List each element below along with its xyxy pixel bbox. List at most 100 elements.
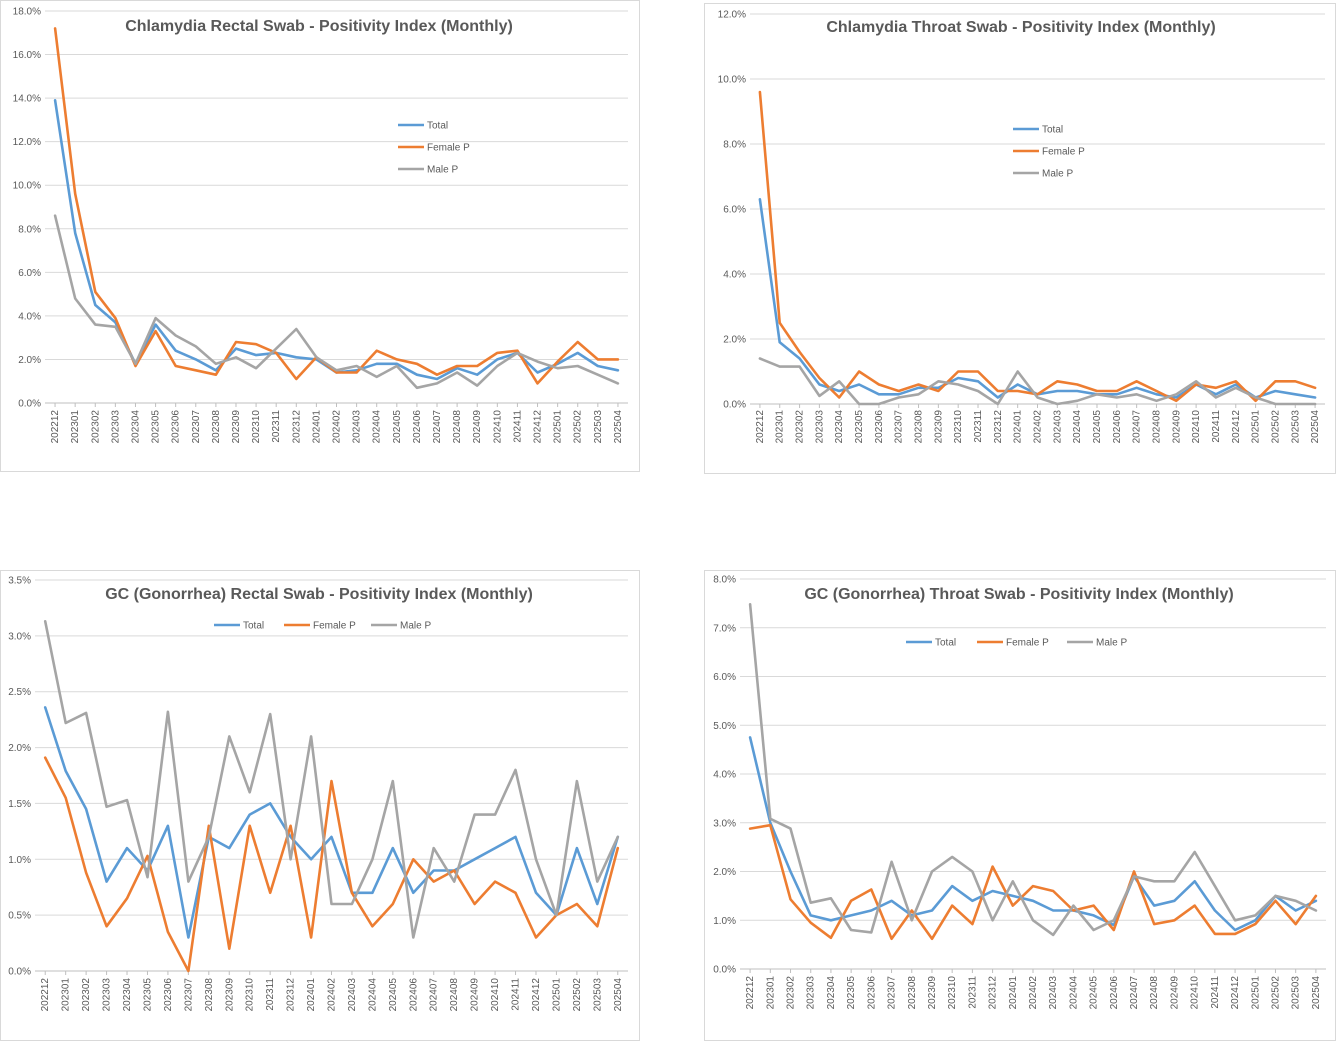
- x-tick-label: 202304: [834, 410, 845, 444]
- x-tick-label: 202212: [50, 410, 61, 444]
- legend-label: Female P: [427, 143, 470, 154]
- x-tick-label: 202306: [866, 976, 877, 1010]
- series-line-female: [748, 823, 1318, 941]
- x-tick-label: 202303: [814, 410, 825, 444]
- series-line-total: [43, 706, 620, 939]
- x-tick-label: 202303: [102, 978, 113, 1012]
- x-tick-label: 202412: [533, 410, 544, 444]
- x-tick-label: 202401: [306, 978, 317, 1012]
- x-tick-label: 202408: [1151, 410, 1162, 444]
- x-tick-label: 202305: [142, 978, 153, 1012]
- y-tick-label: 8.0%: [723, 140, 746, 151]
- x-tick-label: 202305: [151, 410, 162, 444]
- x-tick-label: 202409: [472, 410, 483, 444]
- chart-svg: 0.0% 0.5% 1.0% 1.5% 2.0% 2.5% 3.0% 3.5% 202212 20…: [8, 576, 628, 1012]
- x-tick-label: 202307: [887, 976, 898, 1010]
- y-tick-label: 1.0%: [8, 855, 31, 866]
- x-tick-label: 202312: [988, 976, 999, 1010]
- y-tick-label: 2.0%: [723, 335, 746, 346]
- series-line-female: [43, 756, 620, 973]
- x-tick-label: 202311: [271, 410, 282, 443]
- chart-title: Chlamydia Rectal Swab - Positivity Index…: [125, 18, 513, 35]
- x-tick-label: 202309: [231, 410, 242, 444]
- x-tick-label: 202303: [806, 976, 817, 1010]
- y-tick-label: 10.0%: [718, 75, 746, 86]
- x-tick-label: 202307: [894, 410, 905, 444]
- y-tick-label: 2.0%: [18, 355, 41, 366]
- y-tick-label: 4.0%: [713, 770, 736, 781]
- y-tick-label: 14.0%: [13, 94, 41, 105]
- x-tick-label: 202502: [1270, 976, 1281, 1010]
- series-line-male: [748, 602, 1318, 937]
- x-tick-label: 202305: [846, 976, 857, 1010]
- x-tick-label: 202305: [854, 410, 865, 444]
- x-tick-label: 202310: [947, 976, 958, 1010]
- x-tick-label: 202408: [452, 410, 463, 444]
- x-tick-label: 202411: [511, 978, 522, 1011]
- legend-label: Male P: [1042, 169, 1073, 180]
- x-tick-label: 202405: [388, 978, 399, 1012]
- series-line-male: [758, 357, 1317, 406]
- y-tick-label: 0.0%: [8, 967, 31, 978]
- x-tick-label: 202312: [993, 410, 1004, 444]
- y-tick-label: 12.0%: [718, 10, 746, 21]
- x-tick-label: 202411: [1210, 976, 1221, 1009]
- series-line-male: [43, 619, 620, 939]
- x-tick-label: 202306: [874, 410, 885, 444]
- y-tick-label: 1.0%: [713, 916, 736, 927]
- x-tick-label: 202402: [327, 978, 338, 1012]
- x-tick-label: 202411: [512, 410, 523, 443]
- x-tick-label: 202303: [110, 410, 121, 444]
- x-tick-label: 202501: [551, 978, 562, 1012]
- x-tick-label: 202502: [572, 978, 583, 1012]
- x-tick-label: 202407: [1129, 976, 1140, 1010]
- x-tick-label: 202212: [40, 978, 51, 1012]
- y-tick-label: 3.0%: [8, 631, 31, 642]
- x-tick-label: 202501: [1250, 976, 1261, 1010]
- x-tick-label: 202406: [412, 410, 423, 444]
- x-tick-label: 202302: [795, 410, 806, 444]
- x-tick-label: 202411: [1211, 410, 1222, 443]
- y-tick-label: 0.5%: [8, 911, 31, 922]
- x-tick-label: 202406: [408, 978, 419, 1012]
- x-tick-label: 202405: [1092, 410, 1103, 444]
- x-tick-label: 202502: [1270, 410, 1281, 444]
- x-tick-label: 202212: [745, 976, 756, 1010]
- x-tick-label: 202302: [90, 410, 101, 444]
- x-tick-label: 202403: [1048, 976, 1059, 1010]
- y-tick-label: 6.0%: [18, 268, 41, 279]
- x-tick-label: 202407: [429, 978, 440, 1012]
- y-tick-label: 2.0%: [713, 867, 736, 878]
- series-line-female: [53, 27, 620, 385]
- x-tick-label: 202310: [953, 410, 964, 444]
- x-tick-label: 202409: [470, 978, 481, 1012]
- x-tick-label: 202309: [927, 976, 938, 1010]
- y-tick-label: 0.0%: [723, 400, 746, 411]
- x-tick-label: 202307: [183, 978, 194, 1012]
- x-tick-label: 202401: [1008, 976, 1019, 1010]
- legend-label: Female P: [1006, 638, 1049, 649]
- y-tick-label: 18.0%: [13, 7, 41, 18]
- chart-title: Chlamydia Throat Swab - Positivity Index…: [826, 19, 1215, 36]
- x-tick-label: 202401: [311, 410, 322, 444]
- legend-label: Male P: [400, 621, 431, 632]
- x-tick-label: 202308: [914, 410, 925, 444]
- x-tick-label: 202308: [211, 410, 222, 444]
- x-tick-label: 202212: [755, 410, 766, 444]
- x-tick-label: 202311: [265, 978, 276, 1011]
- chart-svg: 0.0% 2.0% 4.0% 6.0% 8.0% 10.0% 12.0% 14.0% 16.0%…: [13, 7, 628, 444]
- x-tick-label: 202502: [573, 410, 584, 444]
- x-tick-label: 202404: [367, 978, 378, 1012]
- y-tick-label: 16.0%: [13, 50, 41, 61]
- chart-title: GC (Gonorrhea) Rectal Swab - Positivity …: [105, 586, 533, 603]
- x-tick-label: 202406: [1109, 976, 1120, 1010]
- x-tick-label: 202410: [492, 410, 503, 444]
- chart-panel-chlamydia-throat: 0.0% 2.0% 4.0% 6.0% 8.0% 10.0% 12.0% 202212 2023…: [704, 3, 1336, 474]
- x-tick-label: 202503: [593, 410, 604, 444]
- x-tick-label: 202503: [1290, 410, 1301, 444]
- x-tick-label: 202504: [613, 978, 624, 1012]
- y-tick-label: 7.0%: [713, 623, 736, 634]
- x-tick-label: 202402: [1028, 976, 1039, 1010]
- x-tick-label: 202307: [191, 410, 202, 444]
- x-tick-label: 202405: [1089, 976, 1100, 1010]
